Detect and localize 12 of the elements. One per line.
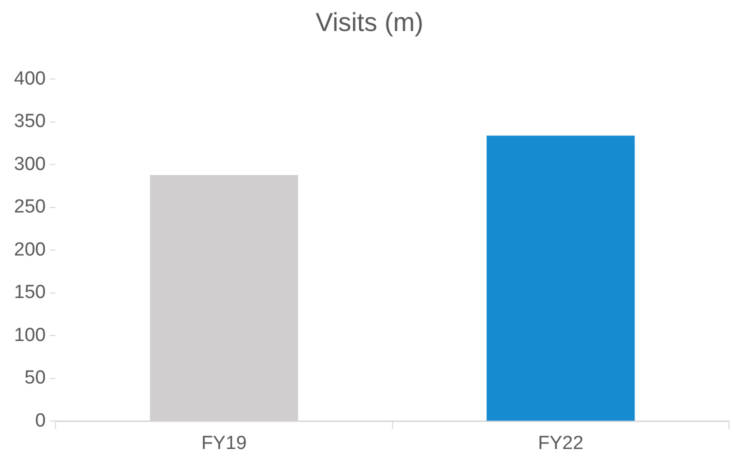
chart-title: Visits (m) <box>316 6 424 37</box>
y-tick-label: 300 <box>14 154 46 175</box>
x-tick-label: FY19 <box>201 432 247 454</box>
y-tick-label: 350 <box>14 111 46 132</box>
y-tick-label: 0 <box>35 410 46 432</box>
y-tick-label: 200 <box>14 239 46 260</box>
y-tick-label: 150 <box>14 282 46 304</box>
x-tick-label: FY22 <box>538 432 584 454</box>
y-tick-label: 100 <box>14 324 46 346</box>
y-tick-label: 250 <box>14 196 46 218</box>
y-tick-label: 400 <box>14 68 46 90</box>
y-tick-label: 50 <box>24 368 46 389</box>
